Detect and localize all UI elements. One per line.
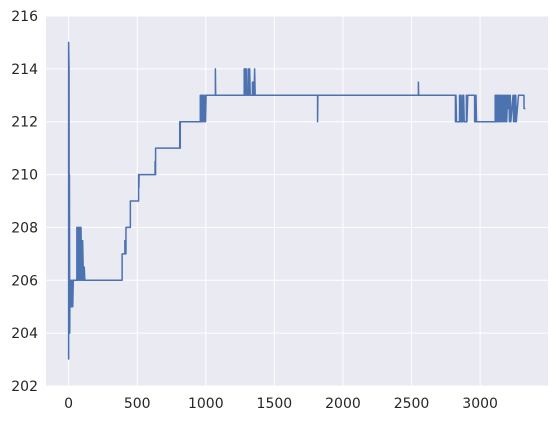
y-tick-label: 208 bbox=[11, 220, 38, 236]
series-layer bbox=[67, 41, 526, 360]
x-tick-label: 1000 bbox=[188, 396, 224, 412]
y-tick-label: 216 bbox=[11, 9, 38, 25]
x-tick-label: 0 bbox=[64, 396, 73, 412]
x-tick-label: 500 bbox=[124, 396, 151, 412]
y-tick-label: 204 bbox=[11, 326, 38, 342]
y-tick-label: 214 bbox=[11, 62, 38, 78]
x-axis-ticks: 0 500 1000 1500 2000 2500 3000 bbox=[64, 396, 498, 412]
x-tick-label: 3000 bbox=[462, 396, 498, 412]
y-tick-label: 210 bbox=[11, 168, 38, 184]
x-tick-label: 1500 bbox=[257, 396, 293, 412]
y-axis-ticks: 202 204 206 208 210 212 214 216 bbox=[11, 9, 38, 395]
series-line bbox=[67, 41, 526, 360]
plot-background bbox=[46, 16, 548, 386]
y-tick-label: 212 bbox=[11, 115, 38, 131]
y-tick-label: 202 bbox=[11, 379, 38, 395]
x-tick-label: 2500 bbox=[394, 396, 430, 412]
x-tick-label: 2000 bbox=[325, 396, 361, 412]
y-tick-label: 206 bbox=[11, 273, 38, 289]
